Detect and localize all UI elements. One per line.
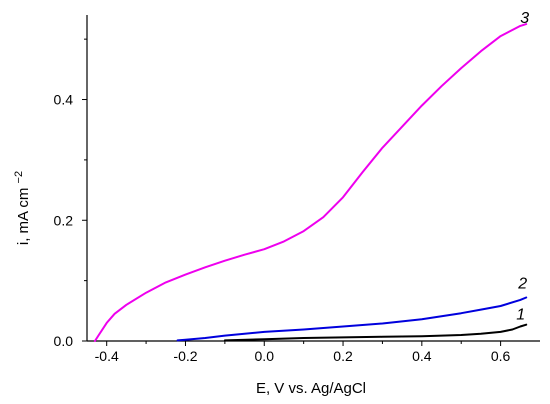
y-tick-label: 0.4: [54, 92, 74, 108]
series-3-label: 3: [520, 10, 529, 27]
x-tick-label: 0.6: [491, 348, 511, 364]
y-axis-title: i, mA cm −2: [13, 171, 32, 245]
series-2-line: [176, 296, 528, 342]
y-tick-label: 0.2: [54, 212, 74, 228]
ticks: -0.4 -0.2 0.0 0.2 0.4 0.6 0.0 0.2 0.4: [54, 38, 511, 364]
x-tick-label: 0.0: [255, 348, 275, 364]
series-2-label: 2: [517, 276, 527, 293]
x-tick-label: -0.2: [173, 348, 197, 364]
series-labels: 3 2 1: [516, 10, 529, 324]
y-tick-label: 0.0: [54, 333, 74, 349]
x-tick-label: 0.4: [412, 348, 432, 364]
x-axis-title: E, V vs. Ag/AgCl: [256, 380, 366, 397]
y-axis-title-main: i, mA cm: [15, 188, 32, 246]
series-3-line: [93, 23, 528, 342]
series-1-label: 1: [516, 307, 525, 324]
y-axis-title-superscript: −2: [13, 171, 25, 184]
x-tick-label: -0.4: [95, 348, 119, 364]
x-tick-label: 0.2: [333, 348, 353, 364]
axes: [86, 15, 540, 342]
series-layer: [93, 23, 528, 342]
series-1-line: [223, 323, 528, 342]
